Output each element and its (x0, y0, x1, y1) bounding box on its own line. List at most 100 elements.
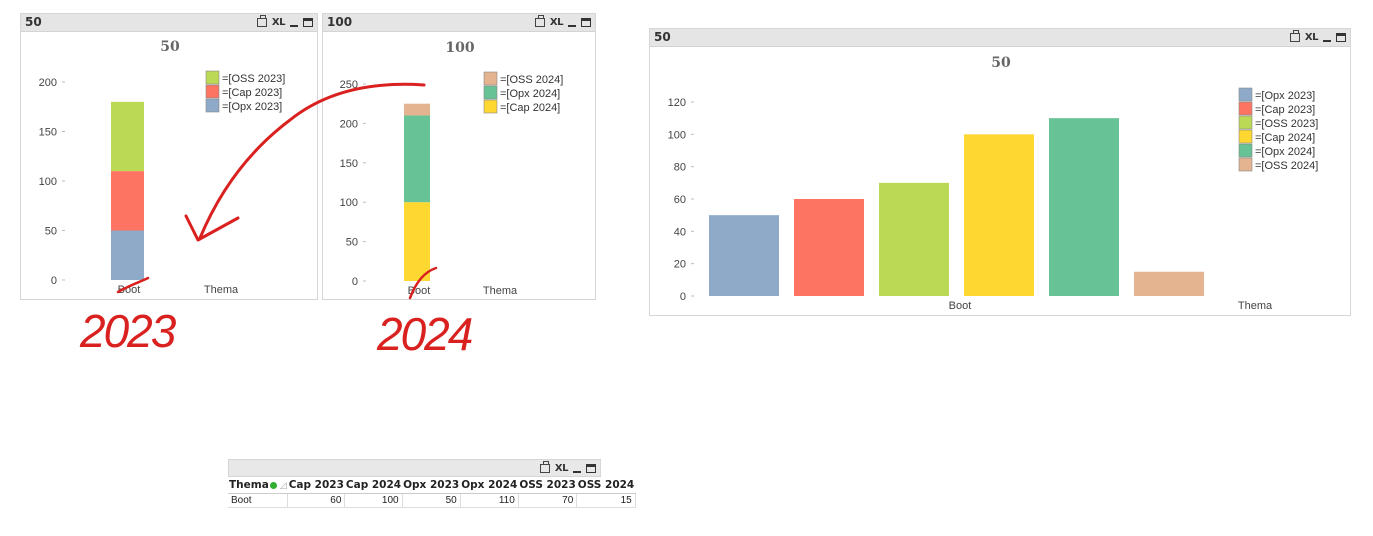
chart-2023-bar-segment[interactable] (111, 101, 144, 172)
minimize-icon[interactable] (1323, 39, 1331, 42)
table-header-thema[interactable]: Thema ◿ (228, 477, 288, 494)
table-header-opx-2024[interactable]: Opx 2024 (460, 477, 519, 494)
chart-combined-caption[interactable]: 50 XL (650, 29, 1350, 47)
table-header-opx-2023[interactable]: Opx 2023 (402, 477, 461, 494)
chart-combined-y-tick: 0 (680, 291, 686, 303)
minimize-icon[interactable] (573, 470, 581, 473)
chart-combined-bar[interactable] (1049, 118, 1119, 297)
chart-2023-legend-item: =[OSS 2023] (222, 73, 285, 85)
chart-2024-legend-item: =[Cap 2024] (500, 102, 560, 114)
chart-2023-title: 50 (160, 39, 180, 55)
chart-combined-y-tick: 60 (674, 194, 686, 206)
chart-2024-object[interactable]: 100 XL 100 0 50 100 150 200 250 =[OSS 2024] =[… (322, 13, 596, 300)
table-cell[interactable]: 50 (402, 493, 461, 508)
xl-export-icon[interactable]: XL (554, 463, 569, 474)
xl-export-icon[interactable]: XL (549, 17, 564, 28)
chart-2024-y-tick: 200 (340, 118, 358, 130)
table-header-oss-2024[interactable]: OSS 2024 (576, 477, 636, 494)
chart-combined-bar[interactable] (794, 199, 864, 296)
chart-combined-x-label-thema: Thema (1238, 300, 1273, 312)
chart-2023-object[interactable]: 50 XL 50 0 50 100 150 200 =[OSS 2023] =[Cap 2… (20, 13, 318, 300)
chart-2024-bar-segment[interactable] (404, 103, 430, 116)
chart-2023-legend-item: =[Cap 2023] (222, 87, 282, 99)
chart-combined-bar[interactable] (964, 134, 1034, 296)
table-cell[interactable]: 110 (460, 493, 519, 508)
chart-2023-legend-item: =[Opx 2023] (222, 101, 282, 113)
chart-2024-legend-item: =[Opx 2024] (500, 88, 560, 100)
table-cell[interactable]: 70 (518, 493, 578, 508)
chart-combined-title: 50 (991, 55, 1011, 71)
chart-2023-legend-swatch (205, 84, 220, 99)
chart-2024-y-tick: 0 (352, 276, 358, 288)
chart-combined-legend-item: =[Cap 2023] (1255, 104, 1315, 116)
table-row[interactable]: Boot 60 100 50 110 70 15 (228, 493, 636, 508)
chart-2023-legend-swatch (205, 98, 220, 113)
chart-combined-y-tick: 80 (674, 162, 686, 174)
chart-combined-y-tick: 100 (668, 129, 686, 141)
chart-combined-legend-swatch (1238, 87, 1253, 102)
chart-2024-bar-segment[interactable] (404, 202, 430, 281)
table-cell[interactable]: 60 (287, 493, 346, 508)
chart-2024-title: 100 (445, 40, 474, 56)
chart-combined-legend-swatch (1238, 129, 1253, 144)
xl-export-icon[interactable]: XL (1304, 32, 1319, 43)
chart-2023-plot: 50 0 50 100 150 200 =[OSS 2023] =[Cap 2023] =[… (39, 39, 286, 296)
minimize-icon[interactable] (290, 24, 298, 27)
chart-2023-y-tick: 100 (39, 176, 57, 188)
chart-2023-caption[interactable]: 50 XL (21, 14, 317, 32)
chart-combined-object[interactable]: 50 XL 50 0 20 40 60 80 100 120 =[Opx 2023] =[Ca… (649, 28, 1351, 316)
chart-2023-bar-segment[interactable] (111, 171, 144, 231)
chart-2024-legend-swatch (483, 99, 498, 114)
chart-combined-legend-swatch (1238, 143, 1253, 158)
chart-combined-legend-swatch (1238, 115, 1253, 130)
maximize-icon[interactable] (581, 18, 591, 27)
chart-2024-bar-segment[interactable] (404, 115, 430, 203)
sort-indicator-icon[interactable] (269, 481, 277, 489)
print-icon[interactable] (539, 461, 550, 473)
table-cell[interactable]: 100 (344, 493, 403, 508)
chart-combined-legend-item: =[Opx 2023] (1255, 90, 1315, 102)
chart-2024-plot: 100 0 50 100 150 200 250 =[OSS 2024] =[Opx 202… (340, 40, 564, 297)
sort-arrow-icon: ◿ (279, 481, 287, 491)
table-header-row: Thema ◿ Cap 2023 Cap 2024 Opx 2023 Opx 20… (228, 477, 636, 494)
maximize-icon[interactable] (303, 18, 313, 27)
chart-combined-plot: 50 0 20 40 60 80 100 120 =[Opx 2023] =[Cap 2023… (668, 55, 1319, 312)
xl-export-icon[interactable]: XL (271, 17, 286, 28)
chart-2023-y-tick: 200 (39, 77, 57, 89)
chart-combined-bar[interactable] (709, 215, 779, 296)
chart-2024-x-label-thema: Thema (483, 285, 518, 297)
table-cell[interactable]: 15 (576, 493, 636, 508)
chart-2024-caption[interactable]: 100 XL (323, 14, 595, 32)
print-icon[interactable] (256, 15, 267, 27)
chart-combined-bar[interactable] (879, 182, 949, 296)
table-header-oss-2023[interactable]: OSS 2023 (518, 477, 577, 494)
chart-combined-y-tick: 20 (674, 259, 686, 271)
chart-2023-bar-segment[interactable] (111, 230, 144, 281)
chart-2024-y-tick: 150 (340, 158, 358, 170)
minimize-icon[interactable] (568, 24, 576, 27)
table-object[interactable]: XL Thema ◿ Cap 2023 Cap 2024 Opx 2023 Opx… (228, 459, 636, 508)
maximize-icon[interactable] (586, 464, 596, 473)
chart-2023-legend-swatch (205, 70, 220, 85)
chart-2023-y-tick: 150 (39, 127, 57, 139)
chart-2023-x-label-boot: Boot (118, 284, 141, 296)
chart-combined-bar[interactable] (1134, 271, 1204, 296)
print-icon[interactable] (534, 15, 545, 27)
annotation-label-2023: 2023 (79, 305, 177, 357)
chart-2023-caption-title: 50 (25, 15, 42, 29)
chart-2024-x-label-boot: Boot (408, 285, 431, 297)
chart-combined-y-tick: 40 (674, 226, 686, 238)
table-caption[interactable]: XL (228, 459, 601, 477)
chart-combined-y-tick: 120 (668, 97, 686, 109)
chart-2024-legend-swatch (483, 85, 498, 100)
chart-combined-legend-item: =[OSS 2023] (1255, 118, 1318, 130)
print-icon[interactable] (1289, 30, 1300, 42)
table-header-cap-2024[interactable]: Cap 2024 (344, 477, 403, 494)
chart-2023-y-tick: 0 (51, 275, 57, 287)
maximize-icon[interactable] (1336, 33, 1346, 42)
chart-2023-x-label-thema: Thema (204, 284, 239, 296)
chart-2024-legend-swatch (483, 71, 498, 86)
table-cell[interactable]: Boot (228, 493, 289, 508)
chart-combined-caption-title: 50 (654, 30, 671, 44)
table-header-cap-2023[interactable]: Cap 2023 (287, 477, 345, 494)
